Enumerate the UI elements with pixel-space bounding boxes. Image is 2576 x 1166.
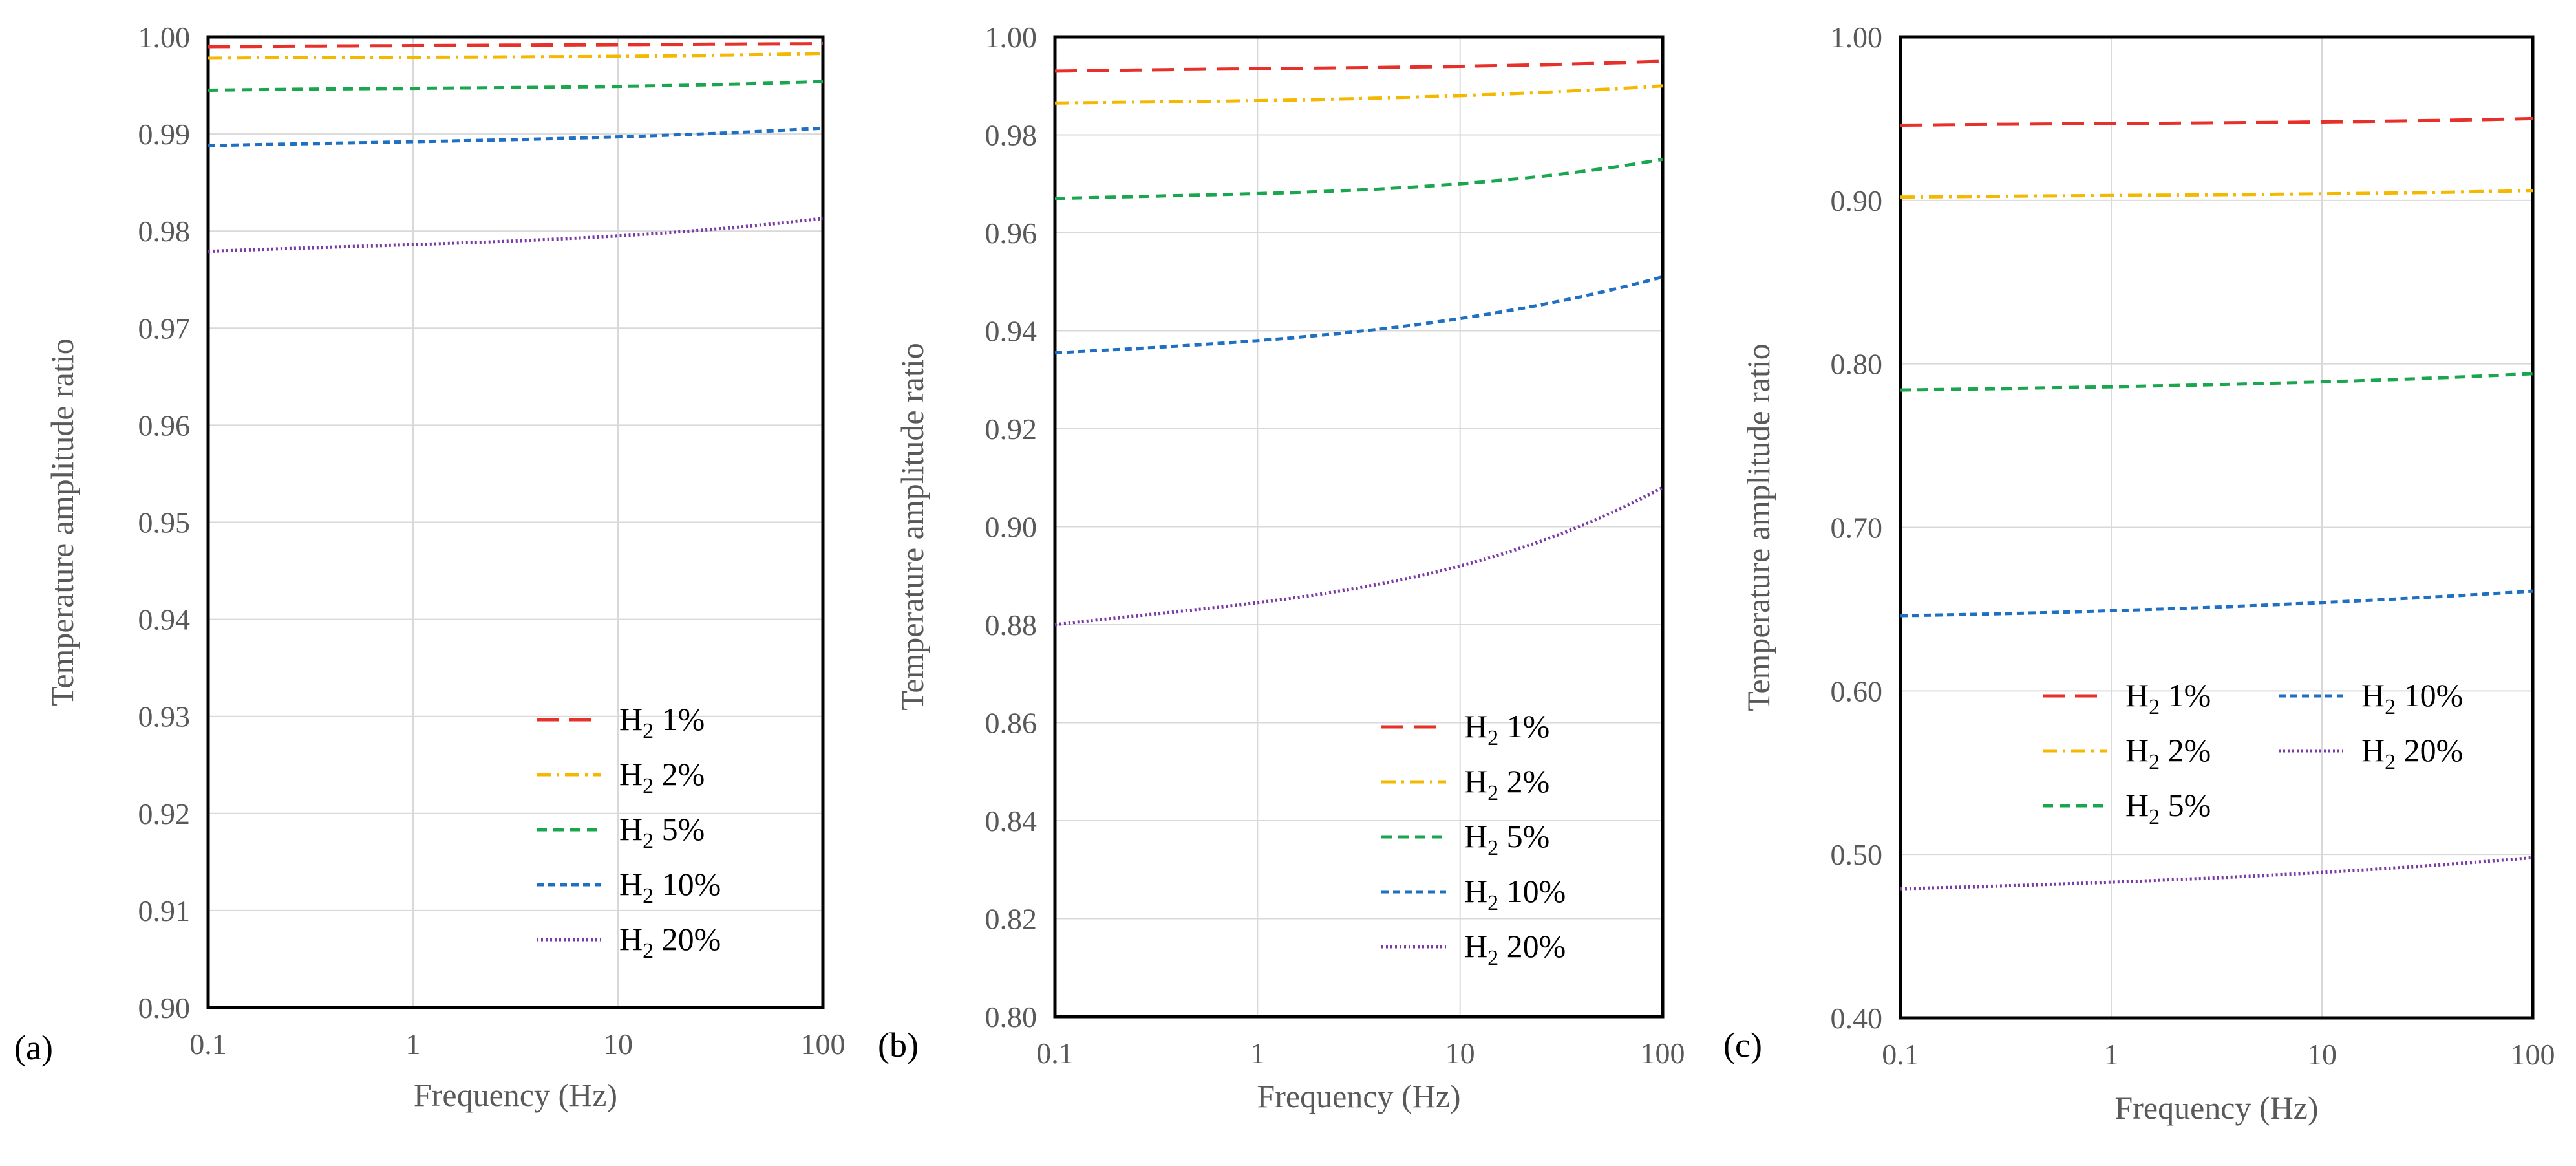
x-tick-label: 1	[2104, 1038, 2119, 1071]
series-line-2pct	[208, 52, 824, 60]
y-tick-label: 0.80	[985, 1000, 1038, 1033]
legend-label: H2 20%	[619, 921, 721, 963]
legend-label: H2 10%	[619, 866, 721, 908]
x-tick-label: 100	[2511, 1038, 2555, 1071]
panel-label: (c)	[1723, 1026, 1762, 1064]
plot-frame	[1053, 35, 1665, 1019]
x-tick-label: 1	[1250, 1037, 1265, 1070]
y-tick-label: 0.86	[985, 707, 1038, 740]
x-axis-title: Frequency (Hz)	[414, 1077, 617, 1113]
y-tick-label: 0.84	[985, 804, 1038, 837]
legend-label: H2 5%	[619, 811, 705, 853]
series-line-2pct	[1900, 189, 2533, 199]
chart-panel-a: 0.90 0.91 0.92 0.93 0.94 0.95 0.96 0.97 0.98 0.99…	[14, 21, 846, 1113]
series-line-1pct	[1054, 59, 1663, 73]
chart-panel-b: 0.80 0.82 0.84 0.86 0.88 0.90 0.92 0.94 0.96 0.98…	[878, 21, 1685, 1114]
series-line-5pct	[208, 80, 824, 92]
y-tick-label: 0.96	[985, 217, 1038, 250]
x-tick-label: 0.1	[1036, 1037, 1074, 1070]
y-tick-label: 0.93	[138, 700, 191, 733]
x-tick-label: 0.1	[1882, 1038, 1919, 1071]
y-tick-label: 0.92	[138, 797, 191, 830]
y-tick-label: 0.98	[985, 119, 1038, 152]
series-line-5pct	[1900, 372, 2533, 392]
y-tick-label: 0.70	[1831, 512, 1883, 545]
y-axis-title: Temperature amplitude ratio	[1740, 343, 1776, 711]
y-axis-title: Temperature amplitude ratio	[894, 343, 930, 710]
y-tick-label: 0.90	[138, 991, 191, 1024]
y-tick-label: 0.95	[138, 506, 191, 539]
x-tick-label: 0.1	[189, 1028, 227, 1061]
series-line-10pct	[1054, 275, 1663, 355]
y-tick-label: 0.88	[985, 609, 1038, 642]
y-tick-label: 0.90	[1831, 184, 1883, 217]
y-tick-label: 0.82	[985, 903, 1038, 936]
series-line-5pct	[1054, 157, 1663, 200]
legend-label: H2 20%	[2361, 732, 2463, 774]
series-line-2pct	[1054, 84, 1663, 105]
series-line-20pct	[1900, 856, 2533, 891]
y-tick-label: 0.94	[985, 315, 1038, 348]
x-axis-title: Frequency (Hz)	[2114, 1090, 2318, 1126]
y-tick-label: 0.40	[1831, 1002, 1883, 1035]
legend-label: H2 2%	[1464, 763, 1549, 805]
x-tick-label: 100	[1641, 1037, 1685, 1070]
y-axis-title: Temperature amplitude ratio	[44, 338, 80, 706]
y-tick-label: 0.50	[1831, 838, 1883, 871]
y-tick-label: 1.00	[985, 21, 1038, 54]
legend-label: H2 5%	[1464, 818, 1549, 860]
x-tick-label: 10	[2307, 1038, 2337, 1071]
y-tick-label: 0.99	[138, 118, 191, 151]
series-line-20pct	[208, 217, 824, 254]
legend-label: H2 10%	[2361, 677, 2463, 719]
y-tick-label: 0.97	[138, 312, 191, 345]
legend-label: H2 5%	[2125, 787, 2211, 829]
y-tick-label: 0.80	[1831, 348, 1883, 381]
y-tick-label: 0.91	[138, 894, 191, 927]
x-tick-label: 100	[801, 1028, 846, 1061]
legend-label: H2 1%	[619, 701, 705, 743]
x-tick-label: 10	[603, 1028, 633, 1061]
y-tick-label: 0.90	[985, 511, 1038, 544]
series-line-1pct	[1900, 116, 2533, 127]
plot-frame	[1899, 35, 2535, 1020]
panel-label: (b)	[878, 1026, 919, 1064]
y-tick-label: 0.60	[1831, 675, 1883, 707]
legend-label: H2 10%	[1464, 873, 1566, 915]
y-tick-label: 0.92	[985, 413, 1038, 446]
series-line-10pct	[1900, 589, 2533, 618]
x-tick-label: 10	[1445, 1037, 1475, 1070]
y-tick-label: 0.94	[138, 603, 191, 636]
legend-label: H2 1%	[2125, 677, 2211, 719]
panel-label: (a)	[14, 1028, 53, 1067]
legend-label: H2 1%	[1464, 708, 1549, 750]
chart-panel-c: 0.40 0.50 0.60 0.70 0.80 0.90 1.00 0.1 1 10 100 H2 …	[1723, 21, 2555, 1126]
y-tick-label: 0.98	[138, 215, 191, 248]
series-line-20pct	[1054, 486, 1664, 627]
y-tick-label: 1.00	[1831, 21, 1883, 54]
y-tick-label: 1.00	[138, 21, 191, 54]
y-tick-label: 0.96	[138, 409, 191, 442]
legend-label: H2 2%	[2125, 732, 2211, 774]
x-axis-title: Frequency (Hz)	[1257, 1078, 1460, 1114]
x-tick-label: 1	[406, 1028, 421, 1061]
legend-label: H2 2%	[619, 756, 705, 798]
series-line-10pct	[208, 126, 824, 147]
series-line-1pct	[208, 42, 824, 49]
legend-label: H2 20%	[1464, 928, 1566, 970]
plot-frame	[206, 35, 825, 1009]
